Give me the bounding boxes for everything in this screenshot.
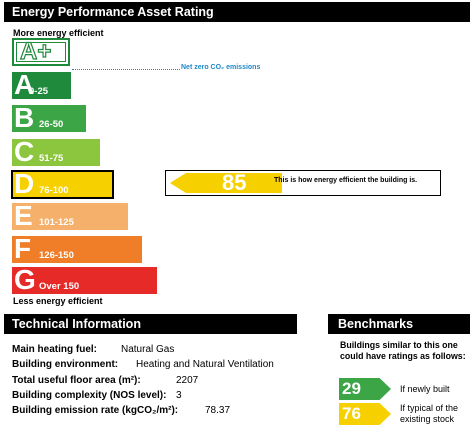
- band-c-letter: C: [14, 136, 35, 167]
- band-f-letter: F: [14, 233, 32, 264]
- band-g: G Over 150: [12, 264, 157, 295]
- tech-row-complexity: Building complexity (NOS level): 3: [12, 390, 182, 401]
- tech-value: Heating and Natural Ventilation: [136, 359, 274, 370]
- band-g-range: Over 150: [39, 281, 80, 292]
- band-a-plus: A+: [12, 37, 70, 66]
- band-f-range: 126-150: [39, 250, 74, 261]
- band-d-range: 76-100: [39, 185, 69, 196]
- tech-row-floor-area: Total useful floor area (m²): 2207: [12, 375, 198, 386]
- tech-label: Building emission rate (kgCO₂/m²):: [12, 405, 179, 416]
- rating-score: 85: [222, 170, 247, 195]
- page-title: Energy Performance Asset Rating: [4, 2, 470, 22]
- tech-label: Building complexity (NOS level):: [12, 390, 167, 401]
- net-zero-label: Net zero CO₂ emissions: [181, 64, 261, 71]
- benchmarks-header: Benchmarks: [328, 314, 470, 334]
- more-efficient-label: More energy efficient: [13, 28, 104, 38]
- rating-note: This is how energy efficient the buildin…: [274, 177, 418, 184]
- tech-label: Building environment:: [12, 359, 119, 370]
- band-e-range: 101-125: [39, 217, 74, 228]
- band-b-letter: B: [14, 102, 35, 133]
- benchmark-existing-stock-arrow: 76: [339, 403, 391, 425]
- band-a: A 0-25: [12, 69, 71, 100]
- net-zero-dotted-line: [72, 69, 180, 70]
- band-g-letter: G: [14, 264, 36, 295]
- rating-pointer: 85 This is how energy efficient the buil…: [165, 170, 441, 196]
- tech-row-emission-rate: Building emission rate (kgCO₂/m²): 78.37: [12, 405, 230, 416]
- tech-value: Natural Gas: [121, 344, 175, 355]
- benchmark-new-build-label: If newly built: [400, 384, 450, 394]
- benchmarks-intro: Buildings similar to this one could have…: [340, 340, 466, 361]
- band-a-letter: A: [14, 69, 35, 100]
- less-efficient-label: Less energy efficient: [13, 296, 103, 306]
- band-f: F 126-150: [12, 233, 142, 264]
- band-b: B 26-50: [12, 102, 86, 133]
- benchmark-new-build-arrow: 29: [339, 378, 391, 400]
- band-c-range: 51-75: [39, 153, 64, 164]
- tech-value: 2207: [176, 375, 199, 386]
- band-d-letter: D: [14, 168, 35, 199]
- band-a-range: 0-25: [29, 86, 49, 97]
- band-c: C 51-75: [12, 136, 100, 167]
- tech-value: 3: [176, 390, 182, 401]
- band-b-range: 26-50: [39, 119, 64, 130]
- rating-arrow: [170, 173, 282, 193]
- band-e: E 101-125: [12, 200, 128, 231]
- tech-value: 78.37: [205, 405, 231, 416]
- band-e-letter: E: [14, 200, 33, 231]
- benchmark-existing-stock-label: If typical of the existing stock: [400, 403, 459, 424]
- band-a-plus-inner: [16, 42, 66, 62]
- tech-label: Total useful floor area (m²):: [12, 375, 141, 386]
- tech-label: Main heating fuel:: [12, 344, 97, 355]
- tech-row-environment: Building environment: Heating and Natura…: [12, 359, 274, 370]
- band-d: D 76-100: [11, 168, 114, 199]
- technical-info-header: Technical Information: [4, 314, 297, 334]
- tech-row-heating-fuel: Main heating fuel: Natural Gas: [12, 344, 174, 355]
- band-a-plus-letter: A+: [19, 37, 52, 65]
